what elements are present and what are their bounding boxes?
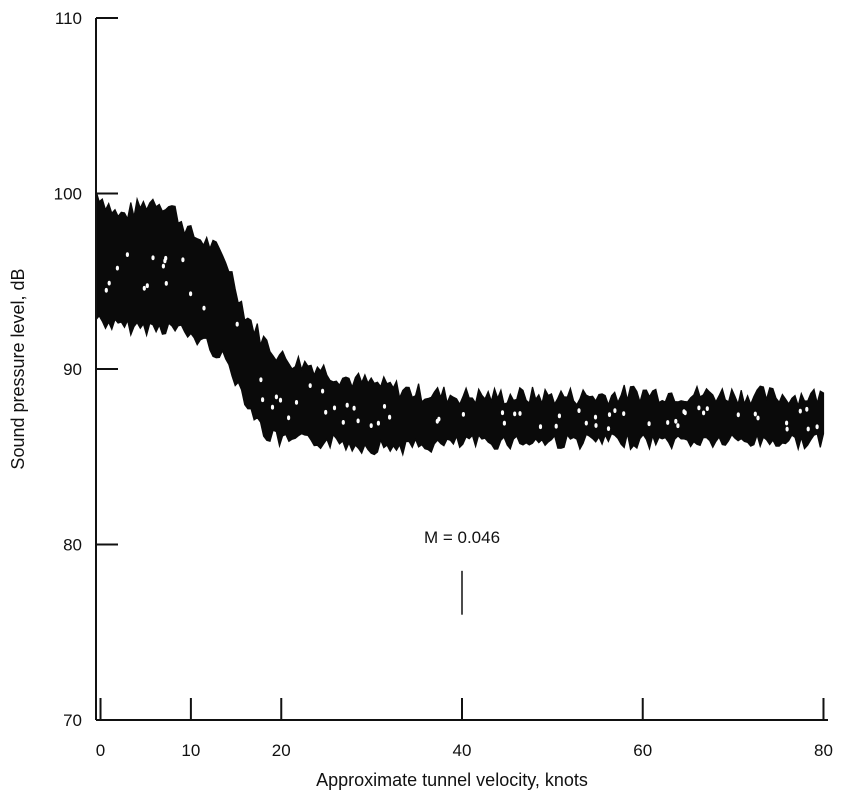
band-speckle <box>274 394 278 400</box>
band-speckle <box>815 424 819 430</box>
band-speckle <box>666 420 670 425</box>
band-speckle <box>164 255 168 261</box>
band-speckle <box>538 424 543 430</box>
y-axis-label: Sound pressure level, dB <box>8 268 28 469</box>
band-speckle <box>376 420 380 426</box>
band-speckle <box>202 305 206 311</box>
y-tick-label: 90 <box>63 360 82 379</box>
band-speckle <box>805 406 809 412</box>
band-speckle <box>270 404 275 410</box>
band-speckle <box>369 423 373 428</box>
band-speckle <box>798 408 802 414</box>
y-tick-label: 100 <box>54 185 82 204</box>
band-speckle <box>287 415 291 421</box>
noise-band-layer <box>95 190 825 457</box>
band-speckle <box>145 283 149 289</box>
band-speckle <box>142 285 146 291</box>
band-speckle <box>557 413 562 419</box>
mach-annotation: M = 0.046 <box>424 528 500 547</box>
band-speckle <box>705 406 709 411</box>
band-speckle <box>518 411 522 416</box>
band-speckle <box>324 409 328 415</box>
band-speckle <box>259 377 263 383</box>
band-speckle <box>554 423 558 429</box>
band-speckle <box>785 426 789 432</box>
x-tick-label: 0 <box>96 741 105 760</box>
band-speckle <box>702 410 706 416</box>
band-speckle <box>294 400 299 405</box>
band-speckle <box>382 404 387 409</box>
band-speckle <box>321 388 325 394</box>
x-tick-label: 60 <box>633 741 652 760</box>
band-speckle <box>388 414 392 420</box>
band-speckle <box>151 255 155 261</box>
x-tick-label: 40 <box>453 741 472 760</box>
noise-band <box>95 190 825 457</box>
x-tick-label: 80 <box>814 741 833 760</box>
band-speckle <box>682 409 686 415</box>
band-speckle <box>593 414 598 420</box>
band-speckle <box>189 291 193 297</box>
band-speckle <box>502 420 506 426</box>
band-speckle <box>437 416 441 422</box>
band-speckle <box>594 423 598 428</box>
band-speckle <box>356 418 360 424</box>
y-tick-label: 110 <box>55 9 82 28</box>
band-speckle <box>107 280 111 286</box>
band-speckle <box>756 415 760 421</box>
band-speckle <box>352 405 356 411</box>
band-speckle <box>647 421 651 427</box>
y-tick-label: 80 <box>63 536 82 555</box>
band-speckle <box>125 252 129 257</box>
band-speckle <box>606 426 611 431</box>
band-speckle <box>674 418 678 424</box>
band-speckle <box>104 287 108 293</box>
band-speckle <box>115 265 119 271</box>
band-speckle <box>584 420 588 426</box>
band-speckle <box>261 397 265 403</box>
band-speckle <box>461 412 465 417</box>
band-speckle <box>613 408 617 413</box>
band-speckle <box>235 321 239 327</box>
x-tick-label: 10 <box>181 741 200 760</box>
band-speckle <box>278 397 283 403</box>
annotation-layer: M = 0.046 <box>424 528 500 615</box>
band-speckle <box>161 263 165 269</box>
tick-layer: 70 80 90 100 110 0 10 20 40 60 80 <box>54 9 833 760</box>
x-tick-label: 20 <box>272 741 291 760</box>
band-speckle <box>736 412 740 418</box>
band-speckle <box>181 257 185 263</box>
band-speckle <box>345 402 349 408</box>
band-speckle <box>164 281 168 286</box>
band-speckle <box>785 420 789 426</box>
band-speckle <box>500 410 505 416</box>
band-speckle <box>607 412 612 417</box>
band-speckle <box>697 405 701 411</box>
band-speckle <box>308 383 312 388</box>
band-speckle <box>806 426 810 432</box>
band-speckle <box>341 420 345 425</box>
band-speckle <box>577 408 581 413</box>
band-speckle <box>622 411 626 416</box>
band-speckle <box>753 411 757 417</box>
band-speckle <box>676 423 680 429</box>
band-speckle <box>513 411 517 417</box>
x-axis-label: Approximate tunnel velocity, knots <box>316 770 588 790</box>
y-tick-label: 70 <box>63 711 82 730</box>
band-speckle <box>332 405 337 411</box>
